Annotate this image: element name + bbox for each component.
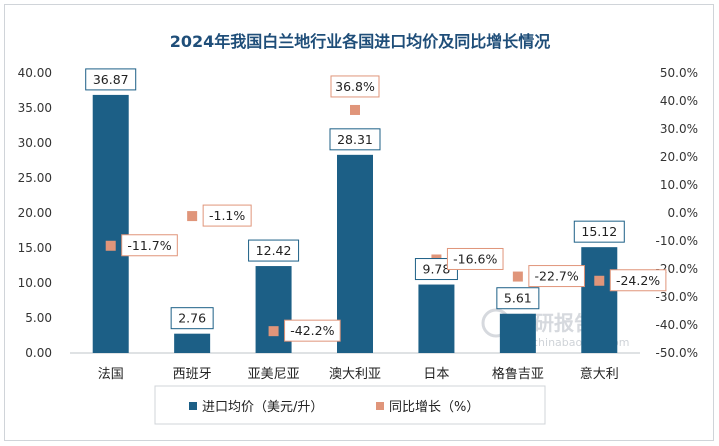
growth-label-box xyxy=(330,75,380,98)
growth-value-label: -22.7% xyxy=(535,269,579,284)
bar-value-label: 36.87 xyxy=(93,72,129,87)
legend-box xyxy=(154,385,546,425)
y-left-tick: 20.00 xyxy=(18,206,52,220)
bar-value-label: 15.12 xyxy=(581,224,617,239)
category-label: 亚美尼亚 xyxy=(248,367,300,382)
y-right-tick: 0.0% xyxy=(668,206,699,220)
bar-value-label: 12.42 xyxy=(256,243,292,258)
legend: 进口均价（美元/升） 同比增长（%） xyxy=(154,385,546,425)
y-right-tick: 30.0% xyxy=(660,122,698,136)
data-labels: 36.87 2.76 12.42 28.31 9.78 5.61 15.12 -11.7% -1… xyxy=(85,68,667,342)
growth-label-box xyxy=(528,265,585,288)
growth-label-box xyxy=(446,247,504,270)
bar-value-label: 2.76 xyxy=(178,311,206,326)
bar-label-box xyxy=(573,220,625,243)
growth-label-box xyxy=(202,204,252,227)
growth-point xyxy=(268,326,279,337)
growth-point xyxy=(187,211,198,222)
y-right-tick: 10.0% xyxy=(660,178,698,192)
bar-label-box xyxy=(170,307,214,330)
y-right-tick: -40.0% xyxy=(656,318,698,332)
y-left-tick: 5.00 xyxy=(25,311,52,325)
bar-value-label: 28.31 xyxy=(337,132,373,147)
growth-value-label: -11.7% xyxy=(127,238,171,253)
y-left-tick: 40.00 xyxy=(18,66,52,80)
bar-label-box xyxy=(248,239,300,262)
y-right-tick: 20.0% xyxy=(660,150,698,164)
growth-label-box xyxy=(284,319,341,342)
y-right-tick: -10.0% xyxy=(656,234,698,248)
growth-point xyxy=(512,271,523,282)
bar xyxy=(581,247,618,353)
growth-label-box xyxy=(609,269,667,292)
bar-series xyxy=(92,94,618,353)
growth-point xyxy=(350,104,360,115)
y-left-tick: 25.00 xyxy=(18,171,52,185)
category-label: 法国 xyxy=(98,367,124,382)
growth-value-label: -1.1% xyxy=(209,208,245,223)
bar xyxy=(92,94,129,353)
y-right-tick: 50.0% xyxy=(660,66,698,80)
bar-value-label: 9.78 xyxy=(423,262,451,277)
bar xyxy=(499,313,536,353)
bar xyxy=(418,284,455,353)
y-left-tick: 0.00 xyxy=(25,346,52,360)
growth-point xyxy=(105,240,116,251)
legend-item-growth: 同比增长（%） xyxy=(389,400,479,415)
y-right-tick: -30.0% xyxy=(656,290,698,304)
bar-label-box xyxy=(85,68,137,91)
category-labels: 法国 西班牙 亚美尼亚 澳大利亚 日本 格鲁吉亚 意大利 xyxy=(98,366,619,382)
chart-title: 2024年我国白兰地行业各国进口均价及同比增长情况 xyxy=(170,32,551,51)
bar xyxy=(174,333,211,353)
growth-value-label: -42.2% xyxy=(290,323,334,338)
bar-label-box xyxy=(329,128,381,151)
y-left-tick: 10.00 xyxy=(18,276,52,290)
growth-value-label: 36.8% xyxy=(335,79,375,94)
category-label: 意大利 xyxy=(580,366,619,382)
y-right-tick: -50.0% xyxy=(656,346,698,360)
y-right-tick: 40.0% xyxy=(660,94,698,108)
y-left-tick: 35.00 xyxy=(18,101,52,115)
category-label: 日本 xyxy=(423,367,449,382)
legend-swatch-price xyxy=(189,402,197,410)
legend-swatch-growth xyxy=(376,402,384,410)
y-left-tick: 30.00 xyxy=(18,136,52,150)
growth-value-label: -24.2% xyxy=(616,273,660,288)
bar xyxy=(337,154,373,353)
y-left-tick: 15.00 xyxy=(18,241,52,255)
growth-point xyxy=(594,275,605,286)
legend-item-price: 进口均价（美元/升） xyxy=(202,400,323,415)
category-label: 西班牙 xyxy=(173,367,212,382)
growth-value-label: -16.6% xyxy=(453,251,497,266)
category-label: 澳大利亚 xyxy=(329,366,381,382)
bar-label-box xyxy=(496,287,540,310)
category-label: 格鲁吉亚 xyxy=(492,366,544,382)
bar-value-label: 5.61 xyxy=(504,291,532,306)
growth-label-box xyxy=(121,234,178,257)
axes: 0.00 5.00 10.00 15.00 20.00 25.00 30.00 35.00 40… xyxy=(18,66,698,360)
